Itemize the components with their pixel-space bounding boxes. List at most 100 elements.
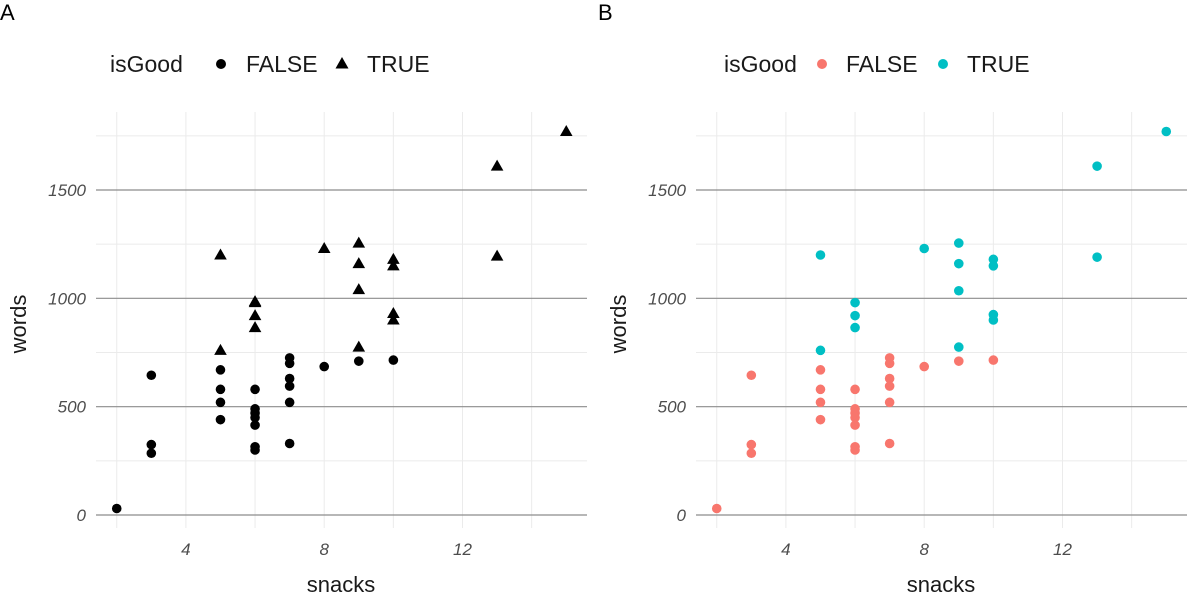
x-tick-label: 4 [781, 540, 790, 559]
x-tick-label: 12 [453, 540, 472, 559]
data-point-true [1092, 161, 1102, 171]
data-point-true [490, 159, 504, 171]
points-b [711, 126, 1172, 514]
legend-b: isGood FALSE TRUE [724, 51, 1030, 77]
data-point-false [284, 381, 295, 391]
data-point-true [559, 125, 573, 136]
data-point-false [746, 439, 757, 450]
data-point-false [146, 370, 157, 381]
x-tick-label: 8 [319, 540, 329, 559]
grid-b [696, 112, 1187, 528]
data-point-false [215, 384, 226, 395]
legend-label-b-true: TRUE [967, 51, 1030, 77]
data-point-true [850, 322, 860, 333]
x-axis-title-a: snacks [307, 572, 375, 597]
ticks-a: 4 8 12 0 500 1000 1500 [48, 181, 472, 559]
data-point-false [284, 438, 295, 449]
data-point-false [319, 361, 330, 372]
data-point-true [815, 345, 826, 356]
data-point-true [953, 342, 964, 352]
grid-a [96, 112, 587, 528]
data-point-true [248, 309, 262, 321]
data-point-true [850, 310, 860, 321]
data-point-false [815, 397, 826, 408]
data-point-false [146, 439, 157, 450]
data-point-false [850, 412, 860, 423]
data-point-false [250, 412, 260, 423]
data-point-true [214, 248, 227, 260]
data-point-true [248, 296, 262, 308]
data-point-false [953, 356, 964, 366]
data-point-false [919, 361, 930, 372]
panel-b: B isGood FALSE TRUE 4 8 12 0 500 1000 1500 sna… [598, 0, 1187, 597]
data-point-false [215, 414, 226, 425]
data-point-true [988, 261, 999, 271]
panel-tag-b: B [598, 0, 613, 25]
data-point-true [387, 252, 400, 264]
y-tick-label: 1000 [48, 289, 86, 308]
data-point-false [284, 397, 295, 408]
legend-title-a: isGood [110, 51, 183, 77]
data-point-false [146, 448, 157, 459]
data-point-false [250, 420, 260, 430]
legend-item-b-false: FALSE [817, 51, 918, 77]
data-point-false [746, 448, 757, 459]
data-point-true [387, 259, 400, 271]
data-point-false [250, 445, 260, 455]
y-tick-label: 1000 [648, 289, 686, 308]
data-point-false [815, 365, 826, 375]
data-point-false [884, 397, 895, 408]
data-point-true [1161, 126, 1172, 137]
legend-key-true-b [938, 59, 948, 69]
legend-item-b-true: TRUE [938, 51, 1030, 77]
data-point-false [850, 445, 860, 455]
legend-key-false-b [817, 59, 827, 69]
data-point-true [214, 343, 227, 355]
data-point-false [388, 355, 399, 365]
data-point-false [884, 373, 895, 384]
data-point-false [988, 355, 999, 365]
legend-key-triangle-a [335, 57, 349, 69]
data-point-true [248, 321, 262, 333]
data-point-true [387, 307, 400, 318]
data-point-false [215, 365, 226, 375]
legend-a: isGood FALSE TRUE [110, 51, 430, 77]
data-point-false [850, 384, 860, 395]
data-point-true [352, 283, 366, 295]
data-point-false [711, 503, 722, 514]
data-point-false [884, 438, 895, 449]
data-point-false [884, 358, 895, 369]
data-point-true [490, 249, 504, 261]
data-point-false [284, 358, 295, 369]
data-point-false [284, 373, 295, 384]
y-tick-label: 500 [58, 398, 87, 417]
x-tick-label: 4 [181, 540, 190, 559]
x-tick-label: 8 [919, 540, 929, 559]
y-tick-label: 0 [77, 506, 87, 525]
x-axis-title-b: snacks [907, 572, 975, 597]
legend-title-b: isGood [724, 51, 797, 77]
legend-item-a-true: TRUE [335, 51, 430, 77]
x-tick-label: 12 [1053, 540, 1072, 559]
data-point-true [850, 297, 860, 308]
data-point-true [352, 257, 366, 269]
y-tick-label: 1500 [48, 181, 86, 200]
ticks-b: 4 8 12 0 500 1000 1500 [648, 181, 1072, 559]
panel-tag-a: A [0, 0, 15, 25]
data-point-false [884, 381, 895, 391]
data-point-true [317, 242, 331, 253]
data-point-false [250, 384, 260, 395]
legend-item-a-false: FALSE [216, 51, 318, 77]
data-point-true [1092, 252, 1102, 262]
data-point-false [111, 503, 122, 514]
data-point-true [953, 285, 964, 296]
data-point-false [746, 370, 757, 381]
data-point-true [953, 238, 964, 248]
data-point-true [953, 258, 964, 269]
data-point-true [387, 313, 400, 325]
y-tick-label: 1500 [648, 181, 686, 200]
data-point-true [815, 250, 826, 260]
points-a [111, 125, 573, 514]
data-point-true [352, 340, 366, 352]
